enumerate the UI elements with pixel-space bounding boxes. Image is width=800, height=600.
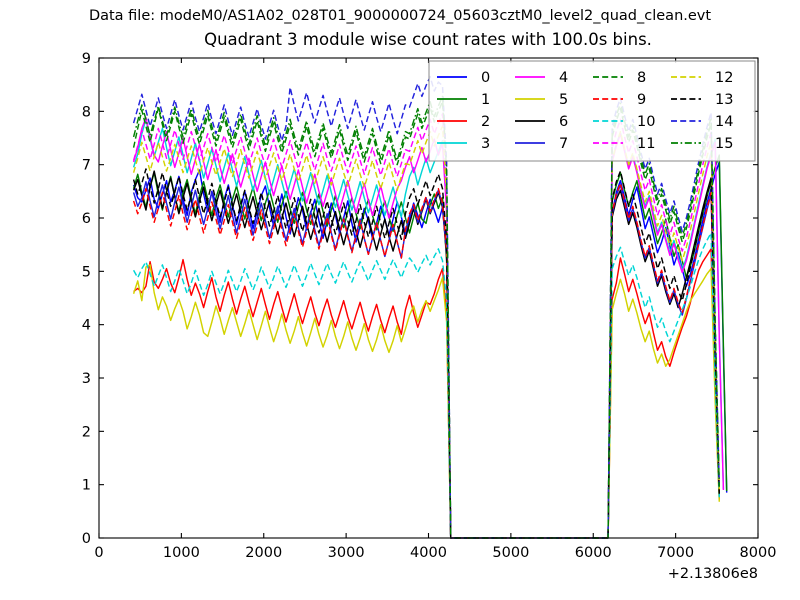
legend-label-8[interactable]: 8 — [637, 70, 646, 86]
legend-label-1[interactable]: 1 — [481, 92, 490, 108]
y-tick-label: 3 — [82, 371, 91, 387]
y-tick-label: 2 — [82, 424, 91, 440]
x-tick-label: 8000 — [740, 545, 777, 561]
legend-label-3[interactable]: 3 — [481, 136, 490, 152]
x-axis-ticks: 0 1000 2000 3000 4000 5000 6000 7000 8000 — [94, 58, 776, 561]
legend-label-0[interactable]: 0 — [481, 70, 490, 86]
x-axis-offset-text: +2.13806e8 — [668, 566, 758, 582]
legend-label-6[interactable]: 6 — [559, 114, 568, 130]
legend-label-13[interactable]: 13 — [715, 92, 733, 108]
x-tick-label: 7000 — [657, 545, 694, 561]
y-tick-label: 6 — [82, 211, 91, 227]
legend-label-10[interactable]: 10 — [637, 114, 655, 130]
series-line-15 — [132, 95, 721, 539]
data-lines — [132, 75, 728, 539]
series-line-13 — [132, 168, 721, 539]
y-tick-label: 5 — [82, 264, 91, 280]
y-tick-label: 9 — [82, 51, 91, 67]
legend-label-15[interactable]: 15 — [715, 136, 733, 152]
x-tick-label: 3000 — [328, 545, 365, 561]
legend-label-14[interactable]: 14 — [715, 114, 733, 130]
series-line-9 — [132, 182, 721, 539]
figure-suptitle: Data file: modeM0/AS1A02_028T01_90000007… — [89, 8, 711, 24]
chart-title: Quadrant 3 module wise count rates with … — [204, 30, 652, 49]
x-tick-label: 4000 — [410, 545, 447, 561]
legend-label-7[interactable]: 7 — [559, 136, 568, 152]
x-tick-label: 2000 — [245, 545, 282, 561]
y-tick-label: 8 — [82, 104, 91, 120]
series-line-11 — [132, 113, 721, 539]
x-tick-label: 5000 — [492, 545, 529, 561]
series-line-5 — [132, 264, 721, 539]
series-line-8 — [132, 101, 721, 539]
legend-label-12[interactable]: 12 — [715, 70, 733, 86]
legend-label-5[interactable]: 5 — [559, 92, 568, 108]
x-tick-label: 0 — [94, 545, 103, 561]
x-tick-label: 6000 — [575, 545, 612, 561]
series-line-14 — [132, 75, 721, 539]
legend-frame — [428, 60, 756, 162]
legend-label-2[interactable]: 2 — [481, 114, 490, 130]
legend-label-9[interactable]: 9 — [637, 92, 646, 108]
y-tick-label: 7 — [82, 158, 91, 174]
y-tick-label: 0 — [82, 531, 91, 547]
x-tick-label: 1000 — [163, 545, 200, 561]
y-tick-label: 1 — [82, 478, 91, 494]
series-line-4 — [132, 117, 725, 539]
y-tick-label: 4 — [82, 318, 91, 334]
series-line-12 — [132, 125, 721, 539]
series-line-2 — [133, 248, 721, 539]
legend-label-4[interactable]: 4 — [559, 70, 568, 86]
series-line-6 — [132, 170, 721, 539]
series-line-10 — [132, 232, 721, 539]
legend-label-11[interactable]: 11 — [637, 136, 655, 152]
